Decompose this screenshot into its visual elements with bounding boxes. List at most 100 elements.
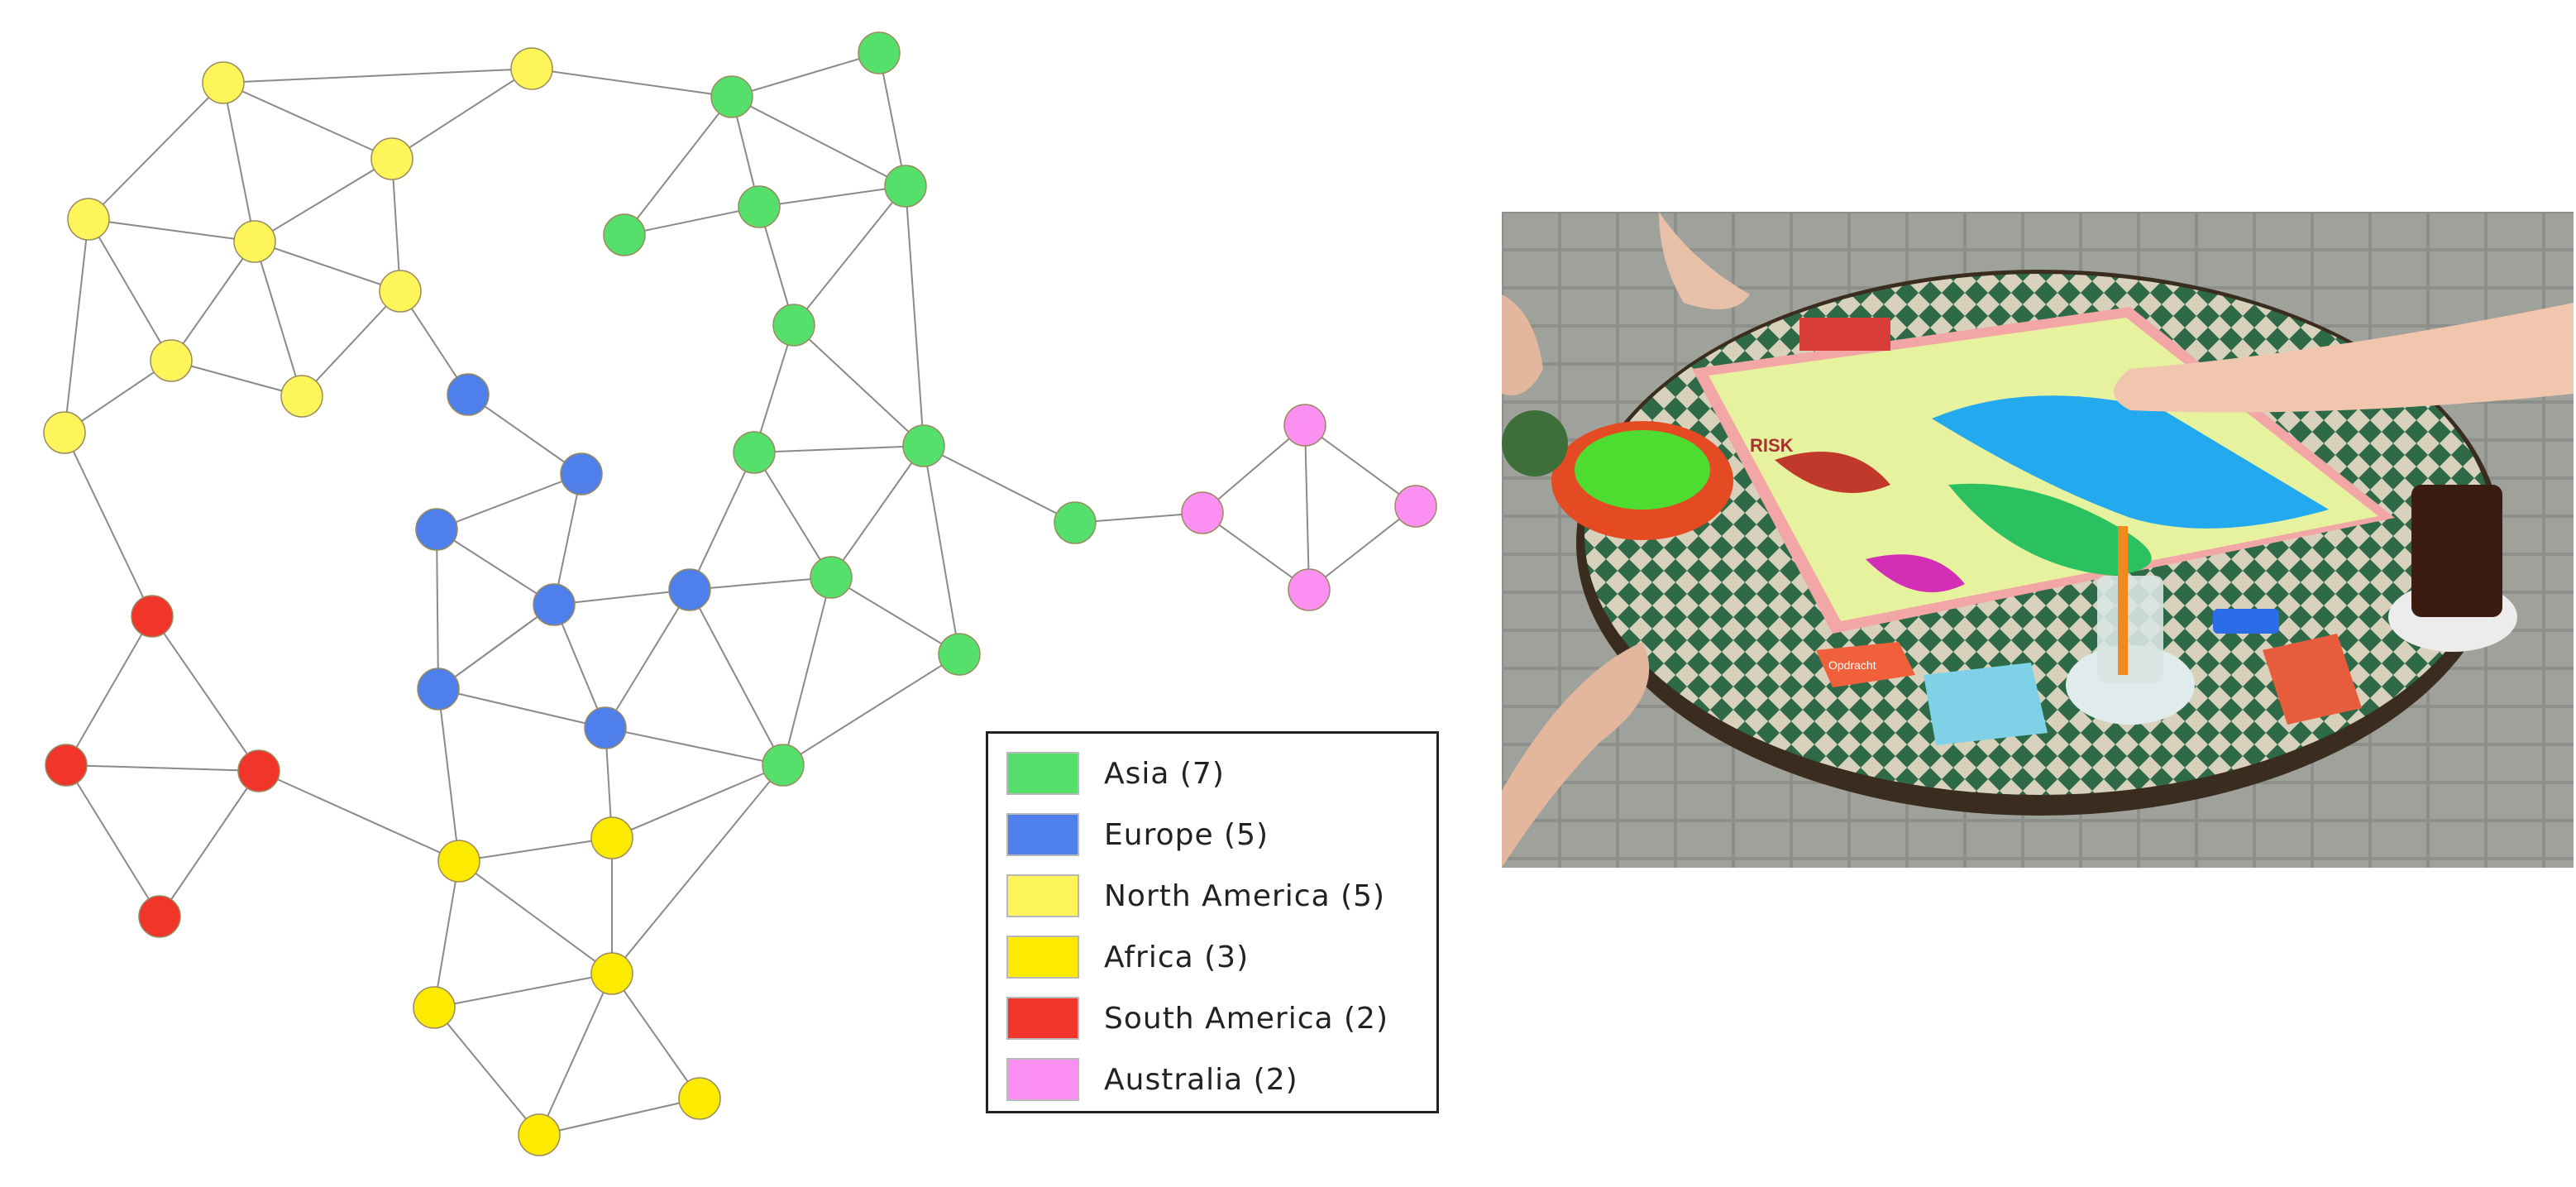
graph-node-europe [668, 568, 711, 611]
graph-node-asia [762, 744, 805, 787]
graph-node-south-america [45, 744, 88, 787]
territory-graph [43, 31, 1437, 1156]
lighter [2213, 609, 2279, 634]
graph-node-europe [560, 452, 603, 495]
legend-item-south-america: South America (2) [1006, 995, 1388, 1041]
straw [2118, 526, 2128, 675]
graph-edge [64, 432, 153, 617]
graph-node-north-america [280, 375, 323, 418]
graph-edge [151, 615, 260, 772]
graph-node-asia [1054, 501, 1097, 544]
graph-edge [689, 589, 784, 766]
graph-edge [553, 589, 691, 605]
graph-edge [830, 577, 960, 655]
player-arm-left [1502, 642, 1650, 868]
graph-edge [793, 324, 925, 447]
graph-node-north-america [370, 137, 413, 180]
graph-edge [605, 589, 691, 729]
photo-illustration: RISK Opdracht [1502, 212, 2574, 868]
graph-edge [553, 604, 606, 729]
graph-edge [222, 82, 256, 242]
graph-edge [753, 452, 832, 578]
graph-edge [159, 770, 260, 917]
legend-item-australia: Australia (2) [1006, 1056, 1298, 1103]
graph-edge [437, 688, 460, 862]
graph-edge [258, 770, 460, 862]
graph-node-north-america [43, 411, 86, 454]
risk-game-photo: RISK Opdracht [1502, 212, 2574, 868]
red-pieces-tray [1799, 318, 1890, 351]
graph-edge [1202, 512, 1310, 591]
legend-swatch-asia [1006, 752, 1079, 795]
graph-edge [436, 473, 582, 530]
graph-edge [433, 973, 613, 1008]
graph-node-north-america [233, 220, 276, 263]
card-text: Opdracht [1828, 658, 1876, 672]
graph-edge [458, 837, 613, 862]
graph-edge [65, 615, 153, 766]
graph-node-africa [518, 1113, 561, 1156]
graph-node-europe [417, 668, 460, 711]
graph-edge [391, 68, 533, 160]
glass [2097, 576, 2163, 683]
graph-edge [254, 241, 303, 397]
graph-edge [905, 185, 925, 447]
graph-node-asia [810, 556, 853, 599]
graph-edge [611, 973, 700, 1099]
graph-node-south-america [138, 895, 181, 938]
legend-label: Australia (2) [1104, 1062, 1298, 1097]
board-region-magenta [1866, 554, 1965, 592]
graph-edge [531, 68, 733, 98]
legend-item-africa: Africa (3) [1006, 934, 1249, 980]
legend-label: South America (2) [1104, 1001, 1389, 1036]
graph-edge [1304, 424, 1417, 507]
graph-edge [624, 96, 733, 236]
graph-edge [467, 394, 582, 475]
graph-edge [611, 764, 784, 839]
graph-node-europe [415, 508, 458, 551]
graph-edge [923, 445, 960, 655]
graph-edge [65, 764, 160, 917]
graph-node-north-america [150, 339, 193, 382]
legend-label: Europe (5) [1104, 817, 1269, 852]
legend-item-europe: Europe (5) [1006, 811, 1269, 858]
legend-swatch-australia [1006, 1058, 1079, 1101]
legend-swatch-europe [1006, 813, 1079, 856]
graph-node-north-america [202, 61, 245, 104]
board-region-green [1948, 483, 2152, 576]
graph-edge [88, 82, 224, 220]
graph-edge [782, 653, 960, 766]
graph-edge [1308, 505, 1417, 591]
legend-item-north-america: North America (5) [1006, 873, 1385, 919]
graph-node-asia [738, 185, 781, 228]
graph-edge [538, 973, 613, 1136]
graph-node-asia [733, 431, 776, 474]
graph-edge [830, 445, 925, 578]
graph-node-australia [1181, 491, 1224, 534]
graph-edge [1202, 424, 1306, 514]
graph-node-south-america [131, 595, 174, 638]
graph-node-europe [533, 583, 576, 626]
graph-edge [301, 290, 401, 397]
graph-node-australia [1288, 568, 1331, 611]
graph-edge [878, 52, 906, 187]
graph-edge [64, 360, 172, 433]
graph-edge [88, 218, 256, 242]
graph-node-australia [1283, 404, 1326, 447]
graph-node-asia [772, 304, 815, 347]
board-region-red [1775, 452, 1890, 493]
graph-node-asia [603, 213, 646, 256]
graph-edge [923, 445, 1076, 524]
graph-edge [433, 860, 460, 1008]
graph-edge [64, 218, 89, 433]
graph-node-asia [902, 424, 945, 467]
graph-node-asia [938, 633, 981, 676]
legend-label: Africa (3) [1104, 940, 1250, 974]
graph-edge [437, 604, 555, 690]
legend: Asia (7) Europe (5) North America (5) Af… [986, 731, 1439, 1113]
graph-edge [436, 529, 439, 690]
graph-edge [437, 688, 606, 729]
bowl-inside [1575, 430, 1710, 510]
graph-edge [433, 1007, 540, 1136]
graph-node-south-america [237, 749, 280, 792]
